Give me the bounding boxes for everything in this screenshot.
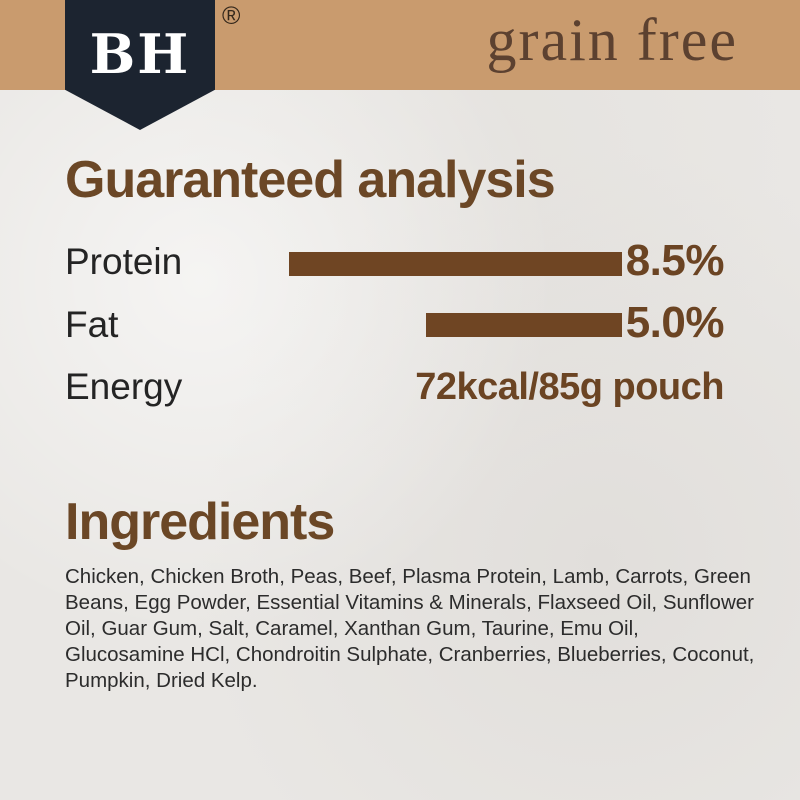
energy-value: 72kcal/85g pouch <box>415 366 724 408</box>
fat-label: Fat <box>65 304 119 345</box>
brand-badge: BH <box>65 0 215 130</box>
brand-logo-text: BH <box>89 22 191 86</box>
registered-trademark-icon: ® <box>222 2 241 30</box>
protein-bar <box>289 252 622 276</box>
protein-label: Protein <box>65 241 183 282</box>
grain-free-tagline: grain free <box>486 7 738 73</box>
ingredients-title: Ingredients <box>65 493 335 551</box>
fat-bar <box>426 313 622 337</box>
protein-value: 8.5% <box>625 236 725 285</box>
ingredients-list: Chicken, Chicken Broth, Peas, Beef, Plas… <box>65 565 755 692</box>
energy-label: Energy <box>65 366 183 407</box>
guaranteed-analysis-title: Guaranteed analysis <box>65 151 556 209</box>
fat-value: 5.0% <box>625 298 725 347</box>
